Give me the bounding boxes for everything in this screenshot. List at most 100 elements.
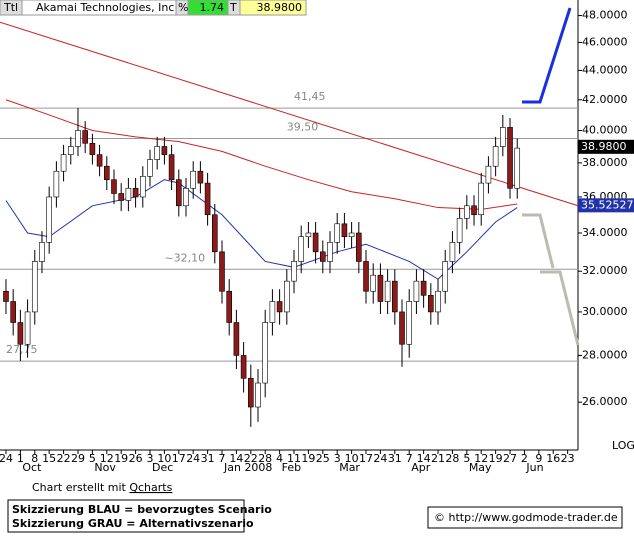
y-tick-label: 40.0000 (582, 124, 628, 137)
candle-body (413, 280, 420, 302)
header-cell (239, 0, 307, 16)
candle-body (161, 146, 168, 155)
y-tick-label: 42.0000 (582, 93, 628, 106)
candle-body (435, 290, 441, 313)
x-tick-label: 3 (146, 452, 153, 465)
credit: Chart erstellt mit Qcharts (32, 481, 173, 494)
pct-label: % (178, 1, 188, 14)
candle-body (284, 280, 290, 313)
candle-body (211, 214, 218, 253)
candle-body (348, 232, 355, 238)
candle-body (154, 146, 160, 160)
candle-body (31, 261, 38, 313)
candle-body (320, 251, 326, 262)
x-tick-label: 17 (359, 452, 373, 465)
candle-body (75, 130, 81, 147)
candle-body (183, 187, 189, 207)
candle-body (384, 280, 391, 302)
x-tick-label: 19 (301, 452, 315, 465)
x-tick-label: 15 (42, 452, 56, 465)
candle-body (125, 187, 132, 201)
y-tick-label: 38.0000 (582, 156, 628, 169)
copyright[interactable]: © http://www.godmode-trader.de (434, 511, 618, 524)
candle-body (240, 355, 247, 379)
y-tick-label: 48.0000 (582, 9, 628, 22)
candle-body (219, 251, 225, 292)
candle-body (17, 322, 24, 345)
candle-body (428, 295, 434, 313)
header-title: Akamai Technologies, Inc. (36, 1, 178, 14)
month-label: Mar (339, 461, 360, 474)
legend-blue: Skizzierung BLAU = bevorzugtes Scenario (12, 503, 272, 516)
x-tick-label: 12 (100, 452, 114, 465)
x-tick-label: 12 (474, 452, 488, 465)
candle-body (103, 165, 110, 180)
y-tick-label: 26.0000 (582, 395, 628, 408)
month-label: Feb (282, 461, 301, 474)
candle-body (226, 290, 232, 323)
candle-body (406, 301, 413, 345)
x-tick-label: 5 (463, 452, 470, 465)
x-tick-label: 8 (31, 452, 38, 465)
month-label: Jun (525, 461, 543, 474)
candle-body (327, 242, 333, 262)
candle-body (197, 170, 204, 184)
candle-body (392, 280, 398, 313)
candle-body (111, 179, 117, 194)
candle-body (46, 196, 52, 243)
candle-body (10, 301, 16, 323)
x-tick-label: 4 (276, 452, 283, 465)
candle-body (233, 322, 240, 356)
x-tick-label: 31 (388, 452, 402, 465)
y-tick-label: 34.0000 (582, 226, 628, 239)
credit-link[interactable]: Qcharts (129, 481, 172, 494)
y-tick-label: 28.0000 (582, 348, 628, 361)
candle-body (356, 232, 362, 262)
price-tag (578, 198, 634, 213)
month-label: Oct (22, 461, 42, 474)
x-tick-label: 28 (445, 452, 459, 465)
x-tick-label: 23 (561, 452, 575, 465)
candle-body (168, 154, 175, 180)
candle-body (420, 280, 427, 296)
candle-body (377, 274, 384, 302)
candle-body (514, 147, 521, 189)
x-tick-label: 14 (417, 452, 431, 465)
candle-body (53, 170, 60, 198)
x-tick-label: 19 (489, 452, 503, 465)
x-tick-label: 28 (258, 452, 272, 465)
candle-body (471, 205, 477, 216)
x-tick-label: 9 (535, 452, 542, 465)
candle-body (89, 142, 96, 155)
scenario-blue (522, 7, 572, 104)
candle-body (456, 218, 463, 243)
x-tick-label: 24 (373, 452, 387, 465)
legend-grey: Skizzierung GRAU = Alternativszenario (12, 517, 254, 530)
candle-body (24, 311, 31, 345)
candle-body (67, 146, 74, 155)
candle-body (175, 179, 182, 207)
x-tick-label: 29 (71, 452, 85, 465)
candle-body (255, 382, 261, 408)
level-label: ~32,10 (164, 251, 205, 264)
candle-body (82, 130, 88, 144)
candle-body (363, 261, 369, 292)
y-tick-label: 30.0000 (582, 305, 628, 318)
candle-body (3, 290, 9, 302)
y-tick-label: 32.0000 (582, 264, 628, 277)
candle-body (442, 261, 449, 292)
x-tick-label: 31 (201, 452, 215, 465)
x-tick-label: 2 (521, 452, 528, 465)
x-tick-label: 5 (89, 452, 96, 465)
candle-body (399, 311, 405, 345)
candle-body (60, 154, 67, 172)
candle-body (334, 223, 341, 243)
month-label: Nov (94, 461, 116, 474)
candle-body (298, 236, 305, 262)
candle-body (139, 175, 146, 198)
x-tick-label: 25 (316, 452, 330, 465)
month-label: Jan 2008 (223, 461, 272, 474)
x-tick-label: 16 (546, 452, 560, 465)
